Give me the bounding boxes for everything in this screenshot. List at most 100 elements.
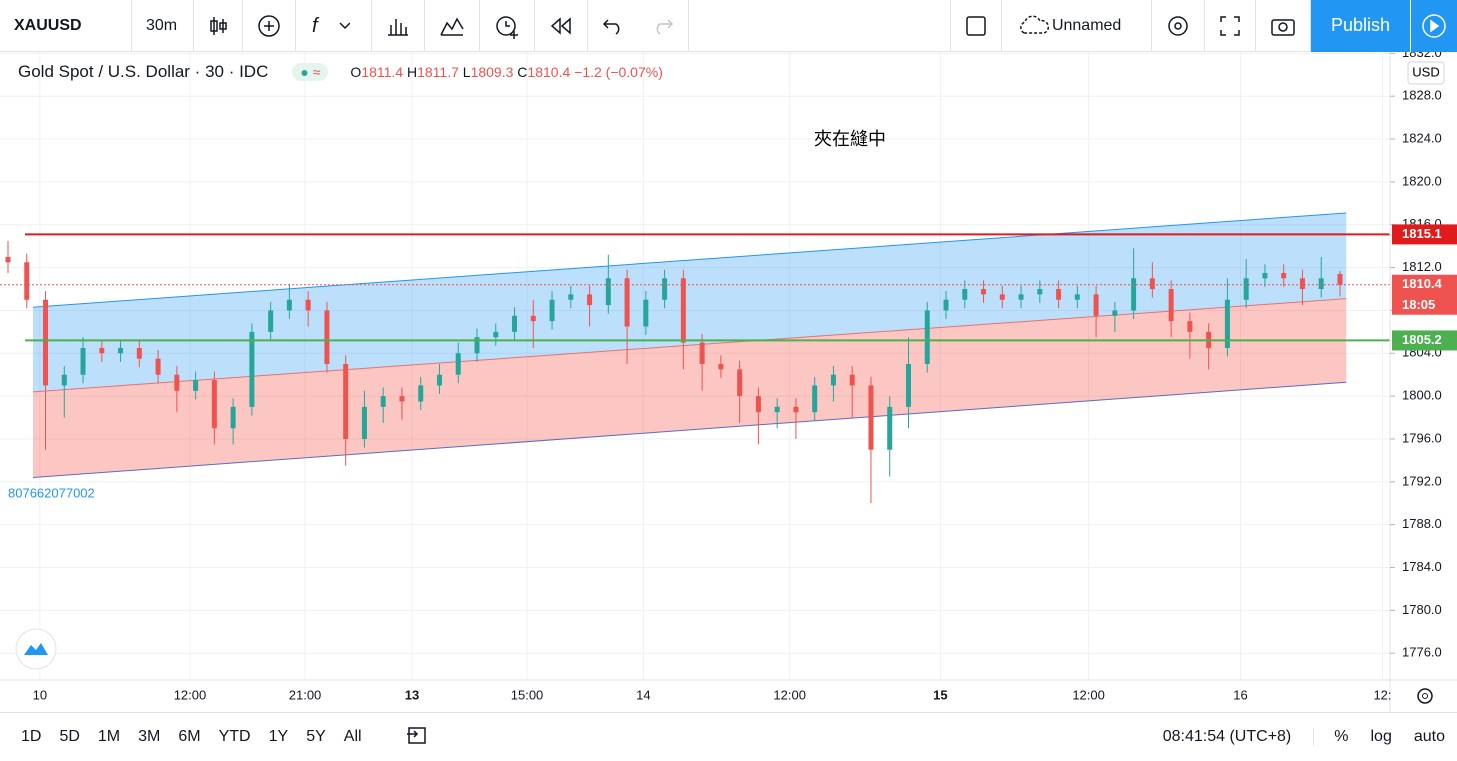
candle-body — [868, 385, 874, 450]
status-badge[interactable]: ● ≈ — [292, 63, 329, 81]
logo-button[interactable] — [15, 628, 57, 670]
candle-body — [80, 347, 86, 375]
date-range[interactable] — [405, 724, 429, 751]
candle-body — [380, 396, 386, 407]
candle-body — [5, 256, 11, 263]
candle-body — [568, 294, 574, 300]
candle-body — [455, 353, 461, 375]
y-tick-label: 1792.0 — [1402, 473, 1442, 488]
alert[interactable] — [480, 0, 535, 52]
candle-body — [99, 347, 105, 354]
x-tick-label: 15 — [933, 687, 947, 702]
candle-body — [774, 406, 780, 413]
range-button[interactable]: YTD — [218, 728, 251, 745]
legend: Gold Spot / U.S. Dollar · 30 · IDC ● ≈ O… — [18, 62, 663, 82]
candle-body — [530, 315, 536, 322]
candle-body — [230, 406, 236, 429]
candle-body — [512, 315, 518, 332]
o-value: 1811.4 — [361, 64, 404, 80]
fullscreen[interactable] — [1205, 0, 1256, 52]
y-tick-label: 1776.0 — [1402, 645, 1442, 660]
candle-body — [680, 278, 686, 343]
compare[interactable] — [243, 0, 296, 52]
interval[interactable]: 30m — [132, 0, 194, 52]
settings[interactable] — [1152, 0, 1205, 52]
last-price-bg — [1392, 274, 1457, 315]
y-tick-label: 1788.0 — [1402, 516, 1442, 531]
undo[interactable] — [588, 0, 638, 52]
x-tick-label: 12:00 — [1072, 687, 1105, 702]
range-button[interactable]: 5D — [59, 728, 80, 745]
candle-body — [493, 331, 499, 338]
o-label: O — [350, 64, 362, 80]
candle-body — [193, 380, 199, 391]
candle-body — [305, 299, 311, 311]
play-button[interactable] — [1410, 0, 1457, 52]
range-button[interactable]: 1D — [21, 728, 42, 745]
candle-body — [962, 289, 968, 300]
layout[interactable]: Unnamed — [1002, 0, 1152, 52]
candle-body — [1149, 278, 1155, 290]
x-tick-label: 14 — [636, 687, 650, 702]
y-tick-label: 1828.0 — [1402, 88, 1442, 103]
candle-body — [286, 299, 292, 311]
svg-text:f: f — [312, 15, 320, 37]
currency-box[interactable] — [1407, 61, 1445, 85]
publish-button[interactable]: Publish — [1310, 0, 1410, 52]
replay[interactable] — [535, 0, 588, 52]
candle-body — [812, 385, 818, 413]
range-button[interactable]: 1Y — [268, 728, 289, 745]
candle-type[interactable] — [194, 0, 243, 52]
plot — [0, 212, 1390, 504]
candle-body — [361, 406, 367, 439]
y-tick-label: 1820.0 — [1402, 173, 1442, 188]
redo — [638, 0, 689, 52]
y-tick-label: 1784.0 — [1402, 559, 1442, 574]
select-tool[interactable] — [949, 0, 1002, 52]
log[interactable]: log — [1370, 728, 1392, 745]
candle-body — [1318, 278, 1324, 290]
candle-body — [718, 364, 724, 370]
channel-upper-band — [33, 212, 1347, 392]
channel-upper-line — [32, 212, 1347, 308]
auto[interactable]: auto — [1413, 728, 1445, 745]
candle-body — [24, 262, 30, 300]
candle-body — [1168, 289, 1174, 322]
range-button[interactable]: 6M — [178, 728, 201, 745]
candle-body — [643, 299, 649, 327]
symbol[interactable]: XAUUSD — [0, 0, 132, 52]
candle-body — [1262, 272, 1268, 279]
range-button[interactable]: 3M — [138, 728, 161, 745]
layout-name: Unnamed — [1051, 16, 1122, 34]
candle-body — [174, 374, 180, 391]
percent[interactable]: % — [1313, 728, 1349, 746]
range-button[interactable]: All — [343, 728, 362, 745]
change: −1.2 (−0.07%) — [574, 64, 663, 80]
candle-body — [793, 406, 799, 413]
candle-body — [624, 278, 630, 327]
candle-body — [1281, 272, 1287, 279]
candle-body — [1074, 294, 1080, 300]
snapshot[interactable] — [1256, 0, 1311, 52]
y-tick-label: 1796.0 — [1402, 430, 1442, 445]
last-price-label: 1810.4 — [1402, 276, 1443, 291]
range-button[interactable]: 1M — [97, 728, 121, 745]
candle-body — [1037, 289, 1043, 295]
annotation: 夾在縫中 — [814, 129, 886, 149]
templates[interactable] — [372, 0, 425, 52]
candle-body — [587, 294, 593, 306]
financials[interactable] — [425, 0, 480, 52]
y-tick-label: 1800.0 — [1402, 388, 1442, 403]
indicators[interactable]: f — [296, 0, 372, 52]
currency: USD — [1412, 64, 1439, 79]
candle-body — [136, 347, 142, 359]
l-value: 1809.3 — [470, 64, 514, 80]
settings-icon[interactable] — [1417, 688, 1433, 704]
candle-body — [755, 396, 761, 413]
candle-body — [662, 278, 668, 300]
l-label: L — [462, 64, 471, 80]
range-button[interactable]: 5Y — [306, 728, 326, 745]
candle-body — [324, 310, 330, 364]
candle-body — [1056, 289, 1062, 300]
candle-body — [1243, 278, 1249, 300]
